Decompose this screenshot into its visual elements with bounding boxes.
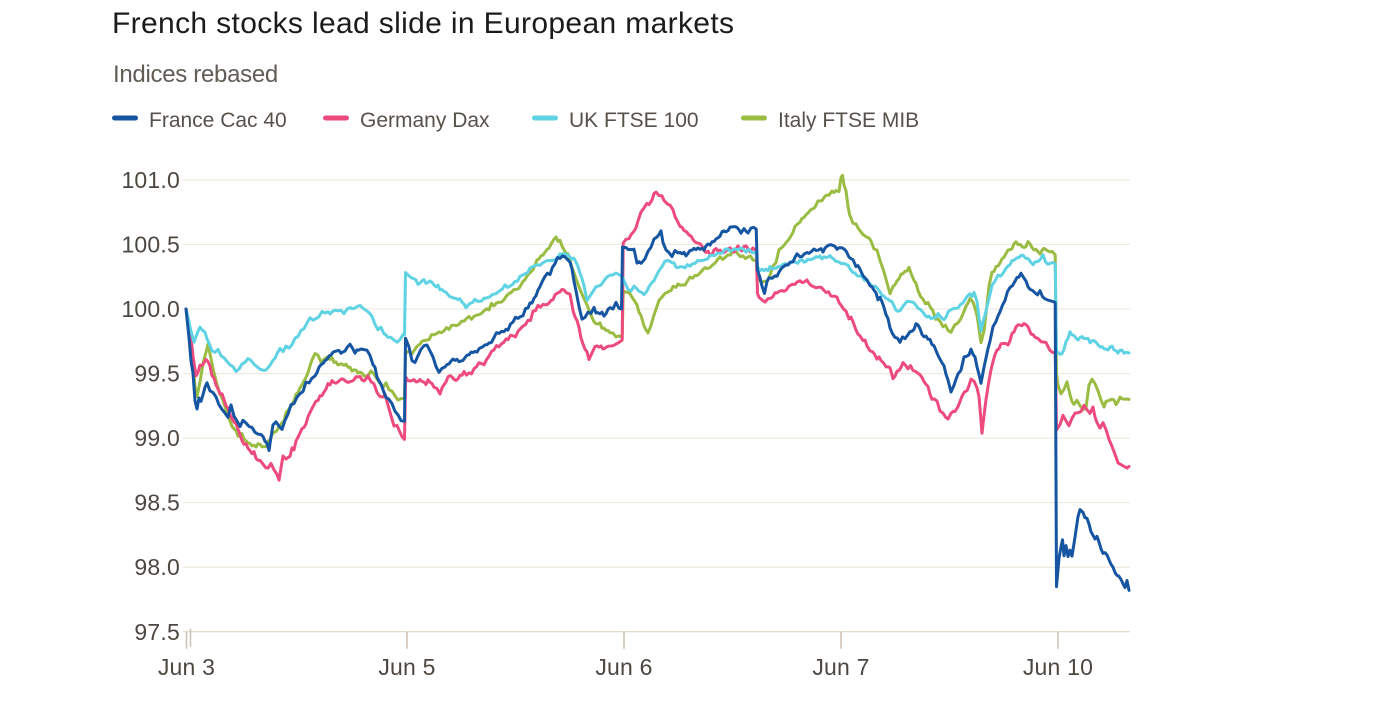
svg-text:Jun 6: Jun 6 bbox=[595, 654, 652, 680]
svg-text:100.5: 100.5 bbox=[121, 231, 180, 257]
svg-text:Indices rebased: Indices rebased bbox=[113, 61, 278, 88]
svg-text:Italy FTSE MIB: Italy FTSE MIB bbox=[778, 109, 919, 132]
svg-text:UK FTSE 100: UK FTSE 100 bbox=[569, 109, 699, 132]
svg-text:101.0: 101.0 bbox=[121, 167, 180, 193]
svg-text:Jun 5: Jun 5 bbox=[378, 654, 435, 680]
svg-text:Jun 10: Jun 10 bbox=[1023, 654, 1093, 680]
svg-text:Germany Dax: Germany Dax bbox=[360, 109, 490, 132]
svg-text:100.0: 100.0 bbox=[121, 296, 180, 322]
svg-text:French stocks lead slide in Eu: French stocks lead slide in European mar… bbox=[112, 7, 734, 40]
svg-text:France Cac 40: France Cac 40 bbox=[149, 109, 287, 132]
svg-text:98.5: 98.5 bbox=[134, 490, 180, 516]
svg-text:98.0: 98.0 bbox=[134, 554, 180, 580]
svg-text:99.0: 99.0 bbox=[134, 425, 180, 451]
svg-text:97.5: 97.5 bbox=[134, 619, 180, 645]
svg-text:Jun 7: Jun 7 bbox=[812, 654, 869, 680]
svg-text:99.5: 99.5 bbox=[134, 361, 180, 387]
svg-text:Jun 3: Jun 3 bbox=[158, 654, 215, 680]
